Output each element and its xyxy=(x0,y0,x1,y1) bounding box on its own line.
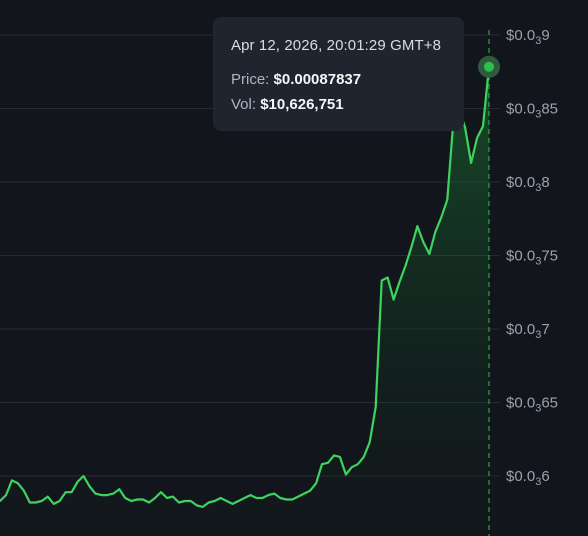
y-tick-label: $0.038 xyxy=(506,174,550,194)
y-tick-label: $0.036 xyxy=(506,468,550,488)
price-line xyxy=(0,65,491,508)
y-axis: $0.039 $0.0385 $0.038 $0.0375 $0.037 $0.0365 $… xyxy=(506,27,558,488)
y-tick-label: $0.039 xyxy=(506,27,550,47)
tooltip-volume-value: $10,626,751 xyxy=(260,96,344,113)
tooltip-price-row: Price: $0.00087837 xyxy=(231,71,464,88)
price-series xyxy=(0,65,491,508)
y-tick-label: $0.0375 xyxy=(506,248,558,268)
y-tick-label: $0.0365 xyxy=(506,395,558,415)
y-tick-label: $0.037 xyxy=(506,321,550,341)
price-area-fill xyxy=(0,66,489,536)
tooltip-date: Apr 12, 2026, 20:01:29 GMT+8 xyxy=(231,37,442,54)
price-tooltip: Apr 12, 2026, 20:01:29 GMT+8 Price: $0.0… xyxy=(213,17,464,131)
tooltip-price-value: $0.00087837 xyxy=(273,71,362,88)
tooltip-volume-label: Vol: xyxy=(231,96,257,113)
tooltip-volume-row: Vol: $10,626,751 xyxy=(231,96,464,113)
marker-dot xyxy=(484,61,494,72)
tooltip-price-label: Price: xyxy=(231,71,270,88)
y-tick-label: $0.0385 xyxy=(506,101,558,121)
price-area xyxy=(0,66,489,536)
hover-marker xyxy=(478,55,500,78)
